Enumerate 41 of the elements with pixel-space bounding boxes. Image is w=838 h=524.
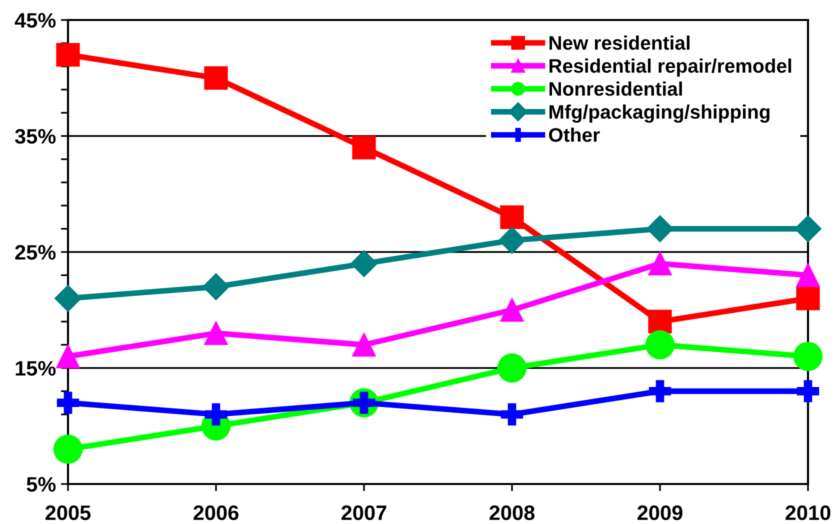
y-tick-label: 5%: [26, 477, 56, 492]
point: [352, 136, 376, 160]
point: [54, 284, 82, 312]
point: [500, 298, 524, 322]
x-tick-label: 2007: [342, 505, 386, 520]
legend-label: New residential: [550, 36, 690, 50]
x-tick-label: 2010: [786, 505, 830, 520]
y-tick-label: 15%: [16, 361, 56, 376]
point: [204, 403, 228, 426]
legend-label: Residential repair/remodel: [550, 58, 792, 77]
point: [648, 380, 672, 402]
point: [56, 344, 80, 368]
legend-label: Mfg/packaging/shipping: [550, 104, 770, 123]
point: [56, 392, 80, 414]
point: [202, 273, 230, 300]
point: [500, 403, 524, 426]
point: [648, 310, 672, 334]
x-tick-label: 2008: [490, 505, 535, 520]
x-tick-label: 2006: [194, 505, 238, 520]
point: [204, 321, 228, 346]
point: [352, 332, 376, 357]
point: [498, 226, 526, 254]
point: [648, 252, 672, 276]
y-tick-label: 45%: [14, 13, 56, 28]
legend-label: Other: [549, 128, 600, 142]
point: [53, 434, 83, 464]
x-tick-label: 2005: [46, 505, 91, 520]
point: [350, 250, 378, 278]
point: [796, 380, 820, 402]
point: [56, 42, 80, 67]
point: [796, 286, 820, 310]
point: [497, 353, 527, 383]
point: [645, 330, 675, 360]
y-tick-label: 35%: [14, 129, 56, 144]
point: [793, 342, 823, 371]
legend-label: Nonresidential: [550, 82, 682, 96]
point: [204, 66, 228, 90]
y-tick-label: 25%: [15, 245, 56, 260]
point: [796, 263, 820, 288]
point: [500, 205, 524, 230]
x-tick-label: 2009: [638, 505, 682, 520]
